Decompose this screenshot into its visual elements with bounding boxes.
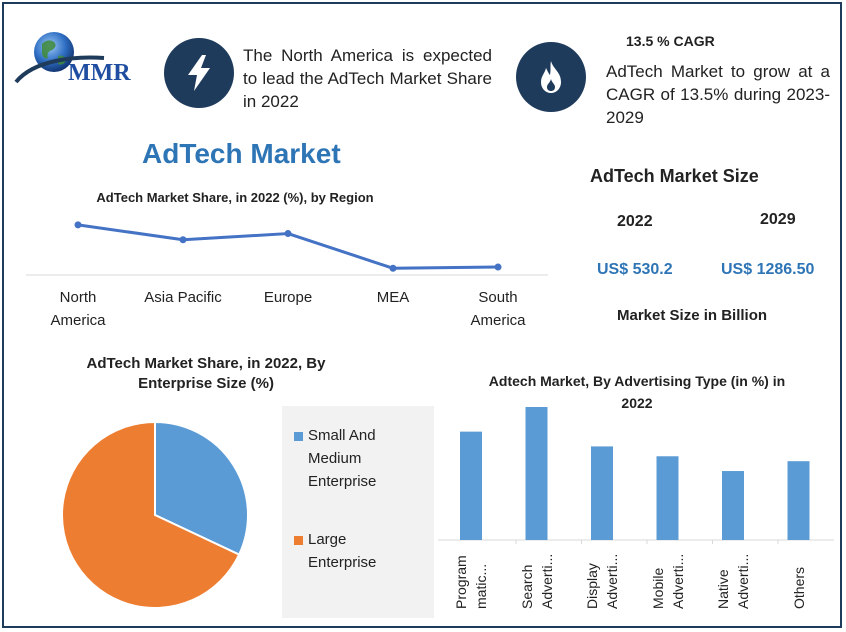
logo-text: MMR [68, 60, 131, 86]
bar-label-wrap-search-adverti: Search Adverti... [504, 549, 570, 609]
region-chart-title: AdTech Market Share, in 2022 (%), by Reg… [96, 190, 374, 205]
bar-mobile-adverti [656, 456, 679, 540]
lightning-bolt-icon [164, 38, 234, 108]
pie-slice-large-enterprise [61, 420, 241, 609]
advertising-chart-title: Adtech Market, By Advertising Type (in %… [488, 373, 786, 411]
year-2029-label: 2029 [760, 211, 796, 228]
bar-display-adverti [591, 446, 613, 540]
bar-label-others: Others [790, 566, 807, 609]
bar-label-native-adverti: Native Adverti... [715, 553, 751, 609]
region-label-europe: Europe [263, 289, 313, 306]
market-size-2029-value: US$ 1286.50 [721, 261, 815, 278]
market-size-2022-value: US$ 530.2 [597, 261, 673, 278]
region-label-south-america: South America [470, 289, 526, 329]
bar-others [787, 461, 810, 540]
region-point-south-america [494, 263, 502, 271]
bar-label-wrap-program-matic: Program matic... [438, 549, 504, 609]
bar-label-search-adverti: Search Adverti... [518, 553, 555, 609]
region-line-chart [26, 221, 548, 276]
market-size-unit: Market Size in Billion [617, 307, 768, 324]
enterprise-chart-title: AdTech Market Share, in 2022, By Enterpr… [86, 355, 326, 392]
bar-native-adverti [722, 471, 744, 540]
legend-large: Large Enterprise [308, 531, 377, 571]
cagr-fact-text: AdTech Market to grow at a CAGR of 13.5%… [606, 62, 830, 127]
mmr-logo: MMR [14, 30, 144, 92]
north-america-fact-text: The North America is expected to lead th… [243, 46, 492, 111]
bar-label-display-adverti: Display Adverti... [584, 553, 620, 609]
year-2022-label: 2022 [617, 213, 653, 230]
bar-search-adverti [525, 407, 548, 540]
bar-label-wrap-display-adverti: Display Adverti... [569, 549, 635, 609]
flame-icon [516, 42, 586, 112]
bar-label-wrap-others: Others [766, 549, 832, 609]
region-label-asia-pacific: Asia Pacific [144, 289, 222, 306]
region-label-north-america: North America [50, 289, 106, 329]
bar-program-matic [460, 431, 482, 540]
market-size-title: AdTech Market Size [590, 166, 759, 186]
main-title: AdTech Market [142, 138, 341, 169]
pie-slice-small-and-medium-enterprise [154, 420, 249, 556]
legend-small-medium: Small And Medium Enterprise [308, 427, 377, 490]
bar-label-wrap-mobile-adverti: Mobile Adverti... [635, 549, 701, 609]
cagr-title: 13.5 % CAGR [626, 33, 715, 49]
bar-label-mobile-adverti: Mobile Adverti... [649, 553, 686, 609]
region-point-asia-pacific [179, 236, 187, 244]
pie-legend: Small And Medium Enterprise Large Enterp… [282, 406, 434, 618]
region-point-north-america [74, 221, 82, 229]
small-medium-swatch [294, 432, 303, 441]
bar-label-wrap-native-adverti: Native Adverti... [700, 549, 766, 609]
region-point-mea [389, 264, 397, 272]
enterprise-pie-chart [61, 420, 249, 609]
globe-icon [14, 32, 105, 84]
region-point-europe [284, 230, 292, 238]
large-swatch [294, 536, 303, 545]
bar-label-program-matic: Program matic... [453, 555, 489, 609]
advertising-bar-chart [438, 407, 834, 544]
region-label-mea: MEA [376, 289, 410, 306]
